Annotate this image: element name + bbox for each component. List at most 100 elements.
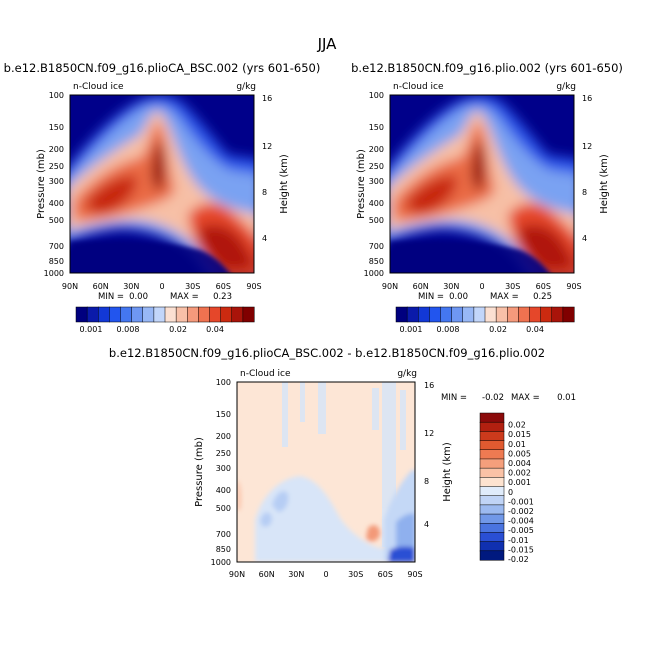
- units-label: g/kg: [556, 82, 576, 92]
- x-tick-label: 90N: [62, 282, 78, 291]
- y2-axis-label: Height (km): [442, 442, 453, 502]
- y-tick-label: 400: [49, 199, 64, 208]
- colorbar-label: 0.008: [437, 325, 460, 334]
- x-axis: 90N 60N 30N 0 30S 60S 90S: [382, 282, 582, 291]
- y2-axis: 16 12 8 4 Height (km): [262, 94, 290, 243]
- y-axis-label: Pressure (mb): [356, 149, 367, 219]
- colorbar-labels: 0.001 0.008 0.02 0.04: [80, 325, 224, 334]
- y2-tick-label: 16: [424, 381, 434, 390]
- min-value: 0.00: [129, 292, 148, 302]
- y-axis-label: Pressure (mb): [194, 437, 205, 507]
- x-tick-label: 90S: [246, 282, 261, 291]
- panel-plioCA: b.e12.B1850CN.f09_g16.plioCA_BSC.002 (yr…: [4, 61, 321, 334]
- y-tick-label: 850: [369, 257, 384, 266]
- y-tick-label: 150: [49, 123, 64, 132]
- colorbar-swatch: [551, 306, 564, 323]
- colorbar-label: 0.001: [400, 325, 423, 334]
- colorbar-swatch: [220, 306, 233, 323]
- max-value: 0.23: [213, 292, 232, 302]
- colorbar-swatch: [479, 421, 505, 432]
- colorbar-swatch: [406, 306, 419, 323]
- y-tick-label: 250: [369, 162, 384, 171]
- colorbar-swatch: [451, 306, 464, 323]
- colorbar-swatch: [562, 306, 575, 323]
- y-tick-label: 150: [216, 410, 231, 419]
- y-tick-label: 700: [369, 242, 384, 251]
- units-label: g/kg: [397, 369, 417, 379]
- y-tick-label: 1000: [211, 558, 231, 567]
- colorbar-label: -0.005: [508, 526, 534, 535]
- x-tick-label: 60S: [536, 282, 551, 291]
- colorbar-swatch: [479, 467, 505, 478]
- x-tick-label: 60S: [378, 570, 393, 579]
- colorbar-swatch: [479, 513, 505, 524]
- max-value: 0.01: [557, 393, 576, 403]
- colorbar-swatch: [109, 306, 122, 323]
- x-tick-label: 60N: [259, 570, 275, 579]
- y-tick-label: 200: [49, 145, 64, 154]
- y-tick-label: 700: [216, 530, 231, 539]
- y-tick-label: 200: [369, 145, 384, 154]
- colorbar-labels: 0.02 0.015 0.01 0.005 0.004 0.002 0.001 …: [508, 421, 534, 564]
- y-axis: 100 150 200 250 300 400 500 700 850 1000…: [36, 91, 64, 278]
- x-tick-label: 30S: [348, 570, 363, 579]
- colorbar-swatch: [495, 306, 508, 323]
- y2-tick-label: 12: [424, 429, 434, 438]
- y-tick-label: 150: [369, 123, 384, 132]
- colorbar-label: 0.01: [508, 440, 526, 449]
- y2-axis-label: Height (km): [279, 154, 290, 214]
- colorbar-swatch: [540, 306, 553, 323]
- min-max-stats: MIN = 0.00 MAX = 0.23: [98, 292, 232, 302]
- y-tick-label: 300: [216, 464, 231, 473]
- y-tick-label: 700: [49, 242, 64, 251]
- x-tick-label: 30S: [505, 282, 520, 291]
- plot-frame: [389, 94, 575, 274]
- y-tick-label: 1000: [364, 269, 384, 278]
- colorbar-label: 0.005: [508, 449, 531, 458]
- colorbar-swatch: [479, 440, 505, 451]
- colorbar-swatch: [479, 550, 505, 561]
- colorbar-swatch: [479, 431, 505, 442]
- colorbar-swatch: [479, 541, 505, 552]
- colorbar-swatch: [484, 306, 497, 323]
- colorbar-swatch: [518, 306, 531, 323]
- min-label: MIN =: [98, 292, 124, 302]
- colorbar-swatch: [142, 306, 155, 323]
- plot-frame: [236, 381, 416, 563]
- max-label: MAX =: [511, 393, 540, 403]
- colorbar-swatch: [440, 306, 453, 323]
- panel-title: b.e12.B1850CN.f09_g16.plioCA_BSC.002 (yr…: [4, 61, 321, 75]
- colorbar-label: 0.04: [206, 325, 224, 334]
- min-value: 0.00: [449, 292, 468, 302]
- y2-tick-label: 16: [262, 94, 272, 103]
- x-tick-label: 60N: [93, 282, 109, 291]
- colorbar-swatch: [86, 306, 99, 323]
- colorbar-swatch: [209, 306, 222, 323]
- colorbar-swatch: [479, 523, 505, 533]
- colorbar-label: 0.02: [489, 325, 507, 334]
- y-tick-label: 100: [216, 378, 231, 387]
- x-tick-label: 60S: [216, 282, 231, 291]
- heatmap-field: [237, 382, 415, 562]
- x-axis: 90N 60N 30N 0 30S 60S 90S: [62, 282, 262, 291]
- colorbar-swatch: [473, 306, 486, 323]
- panel-title: b.e12.B1850CN.f09_g16.plioCA_BSC.002 - b…: [109, 346, 545, 360]
- colorbar-label: -0.01: [508, 536, 529, 545]
- min-label: MIN =: [441, 393, 467, 403]
- colorbar-swatch: [479, 449, 505, 460]
- colorbar-label: -0.02: [508, 555, 529, 564]
- y2-tick-label: 4: [582, 234, 587, 243]
- colorbar-label: 0.02: [508, 421, 526, 430]
- min-max-stats: MIN = -0.02 MAX = 0.01: [441, 393, 576, 403]
- x-tick-label: 60N: [413, 282, 429, 291]
- y-tick-label: 850: [216, 545, 231, 554]
- y2-axis: 16 12 8 4 Height (km): [582, 94, 610, 243]
- y2-tick-label: 8: [582, 188, 587, 197]
- x-tick-label: 30N: [288, 570, 304, 579]
- colorbar-swatch: [175, 306, 188, 323]
- x-tick-label: 0: [323, 570, 328, 579]
- colorbar-label: -0.004: [508, 517, 534, 526]
- x-tick-label: 30N: [123, 282, 139, 291]
- colorbar-swatch: [479, 412, 505, 423]
- y-axis-label: Pressure (mb): [36, 149, 47, 219]
